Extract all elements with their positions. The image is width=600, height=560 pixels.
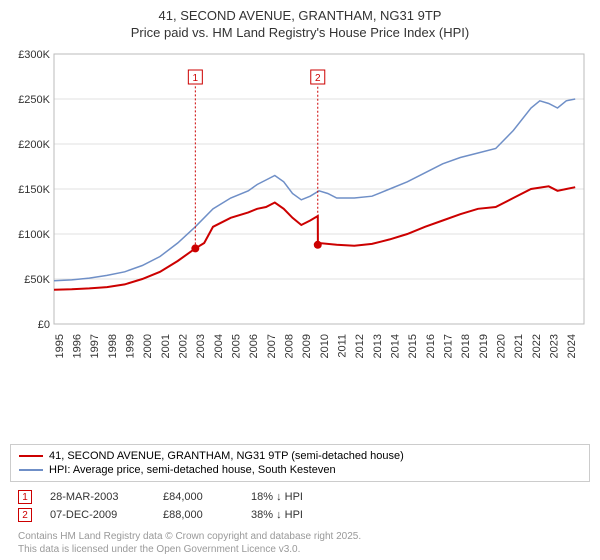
legend-item: 41, SECOND AVENUE, GRANTHAM, NG31 9TP (s… — [19, 449, 581, 463]
sale-date: 28-MAR-2003 — [50, 491, 145, 503]
x-tick-label: 2008 — [284, 334, 296, 358]
sale-vs-hpi: 18% ↓ HPI — [251, 491, 341, 503]
legend: 41, SECOND AVENUE, GRANTHAM, NG31 9TP (s… — [10, 444, 590, 482]
x-tick-label: 1998 — [107, 334, 119, 358]
sales-table: 1 28-MAR-2003 £84,000 18% ↓ HPI 2 07-DEC-2009… — [10, 488, 590, 524]
x-tick-label: 2011 — [337, 334, 349, 358]
x-tick-label: 2017 — [443, 334, 455, 358]
x-tick-label: 2009 — [301, 334, 313, 358]
legend-swatch — [19, 455, 43, 457]
chart-title: 41, SECOND AVENUE, GRANTHAM, NG31 9TP Pr… — [10, 8, 590, 42]
y-tick-label: £250K — [18, 94, 50, 106]
x-tick-label: 2000 — [142, 334, 154, 358]
sale-row: 1 28-MAR-2003 £84,000 18% ↓ HPI — [10, 488, 590, 506]
chart-area: £0 £50K £100K £150K £200K £250K £300K 1995 1996 1… — [10, 48, 590, 440]
y-tick-label: £50K — [24, 274, 50, 286]
sale-vs-hpi: 38% ↓ HPI — [251, 509, 341, 521]
footer-attribution: Contains HM Land Registry data © Crown c… — [10, 530, 590, 556]
sale-price: £84,000 — [163, 491, 233, 503]
x-tick-label: 2021 — [513, 334, 525, 358]
x-tick-label: 2002 — [178, 334, 190, 358]
sale-row-marker: 2 — [18, 508, 32, 522]
x-tick-label: 2001 — [160, 334, 172, 358]
x-tick-label: 2018 — [460, 334, 472, 358]
sale-marker-label: 1 — [193, 73, 199, 84]
x-tick-label: 2024 — [566, 334, 578, 358]
x-tick-label: 1999 — [125, 334, 137, 358]
footer-line-1: Contains HM Land Registry data © Crown c… — [18, 530, 590, 543]
line-chart-svg: £0 £50K £100K £150K £200K £250K £300K 1995 1996 1… — [10, 48, 590, 368]
legend-label: HPI: Average price, semi-detached house,… — [49, 464, 336, 476]
x-tick-label: 2019 — [478, 334, 490, 358]
x-tick-label: 2005 — [231, 334, 243, 358]
x-tick-label: 2010 — [319, 334, 331, 358]
x-tick-label: 2006 — [248, 334, 260, 358]
legend-item: HPI: Average price, semi-detached house,… — [19, 463, 581, 477]
x-tick-label: 2020 — [496, 334, 508, 358]
x-tick-label: 2016 — [425, 334, 437, 358]
series-property — [54, 186, 575, 289]
x-tick-label: 1996 — [72, 334, 84, 358]
legend-swatch — [19, 469, 43, 471]
x-tick-label: 2015 — [407, 334, 419, 358]
x-tick-label: 2023 — [549, 334, 561, 358]
legend-label: 41, SECOND AVENUE, GRANTHAM, NG31 9TP (s… — [49, 450, 404, 462]
x-tick-label: 2004 — [213, 334, 225, 358]
title-line-2: Price paid vs. HM Land Registry's House … — [10, 25, 590, 42]
series-hpi — [54, 99, 575, 281]
x-tick-label: 2022 — [531, 334, 543, 358]
y-tick-label: £100K — [18, 229, 50, 241]
sale-marker-label: 2 — [315, 73, 321, 84]
x-tick-label: 2013 — [372, 334, 384, 358]
x-tick-label: 2007 — [266, 334, 278, 358]
sale-row: 2 07-DEC-2009 £88,000 38% ↓ HPI — [10, 506, 590, 524]
x-tick-label: 2003 — [195, 334, 207, 358]
x-tick-label: 2012 — [354, 334, 366, 358]
y-tick-label: £150K — [18, 184, 50, 196]
y-tick-label: £200K — [18, 139, 50, 151]
sale-date: 07-DEC-2009 — [50, 509, 145, 521]
sale-row-marker: 1 — [18, 490, 32, 504]
x-tick-label: 2014 — [390, 334, 402, 358]
title-line-1: 41, SECOND AVENUE, GRANTHAM, NG31 9TP — [10, 8, 590, 25]
y-tick-label: £300K — [18, 49, 50, 61]
sale-price: £88,000 — [163, 509, 233, 521]
footer-line-2: This data is licensed under the Open Gov… — [18, 543, 590, 556]
x-tick-label: 1995 — [54, 334, 66, 358]
x-tick-label: 1997 — [89, 334, 101, 358]
y-tick-label: £0 — [38, 319, 50, 331]
